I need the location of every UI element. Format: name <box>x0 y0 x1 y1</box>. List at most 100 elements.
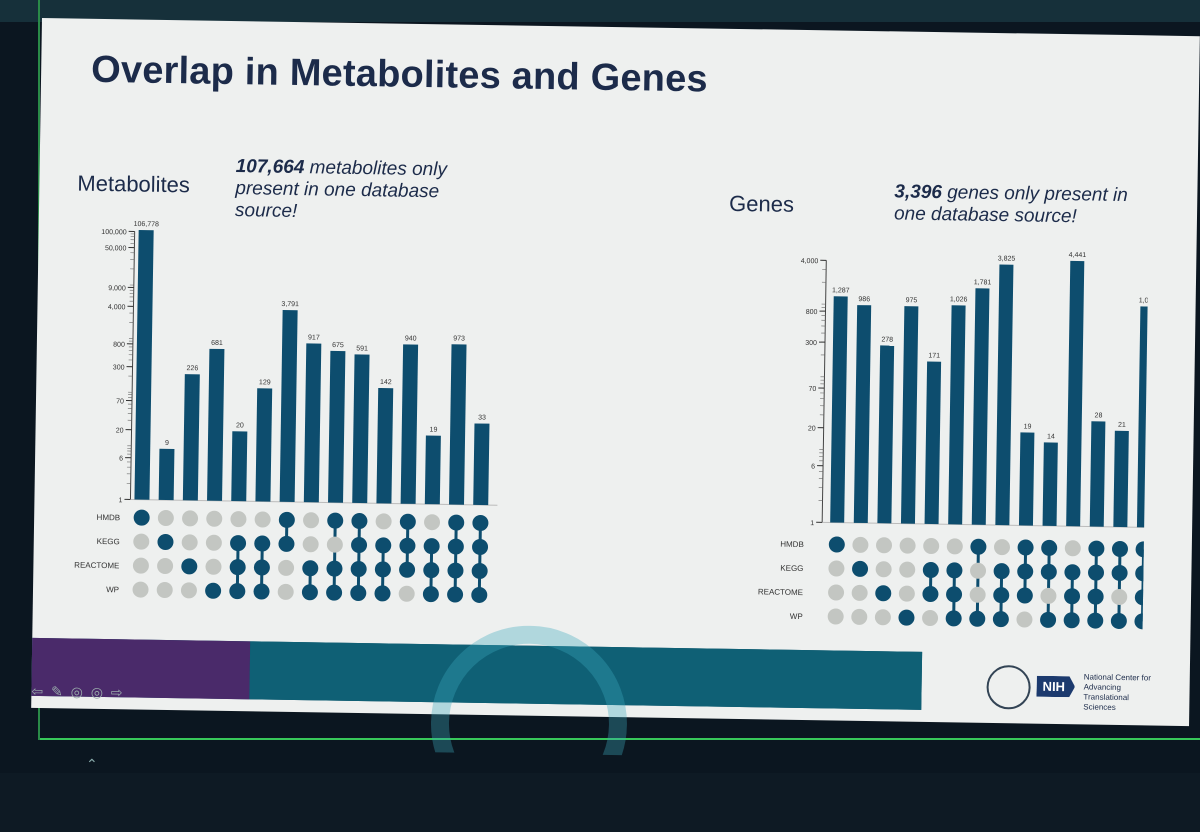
matrix-dot-empty <box>828 584 844 600</box>
matrix-dot-filled <box>946 562 962 578</box>
matrix-dot-empty <box>876 561 892 577</box>
hhs-seal-icon <box>986 665 1031 710</box>
matrix-dot-empty <box>851 609 867 625</box>
matrix-dot-filled <box>875 585 891 601</box>
set-label: WP <box>790 612 803 621</box>
matrix-dot-filled <box>229 583 245 599</box>
matrix-connector <box>1119 549 1120 621</box>
bar-value-label: 1,781 <box>974 279 992 286</box>
matrix-dot-filled <box>1112 541 1128 557</box>
matrix-dot-filled <box>1134 613 1148 629</box>
matrix-dot-filled <box>157 534 173 550</box>
matrix-dot-filled <box>326 561 342 577</box>
matrix-dot-empty <box>852 537 868 553</box>
matrix-dot-filled <box>471 587 487 603</box>
bar-value-label: 129 <box>259 379 271 386</box>
matrix-dot-filled <box>205 583 221 599</box>
matrix-dot-filled <box>922 586 938 602</box>
bar-value-label: 3,791 <box>281 301 299 308</box>
y-tick-label: 300 <box>805 340 817 347</box>
bar <box>830 296 848 522</box>
matrix-dot-filled <box>472 563 488 579</box>
matrix-dot-filled <box>1088 564 1104 580</box>
matrix-dot-empty <box>899 562 915 578</box>
matrix-connector <box>455 523 456 595</box>
bar <box>425 436 441 505</box>
bar <box>877 345 894 523</box>
matrix-dot-filled <box>400 514 416 530</box>
matrix-dot-empty <box>133 533 149 549</box>
matrix-dot-filled <box>374 585 390 601</box>
bar-value-label: 19 <box>430 427 438 434</box>
matrix-connector <box>1048 548 1049 620</box>
matrix-dot-empty <box>947 538 963 554</box>
set-label: HMDB <box>97 513 121 522</box>
matrix-dot-filled <box>1017 539 1033 555</box>
bar-value-label: 917 <box>308 334 320 341</box>
y-tick-label: 800 <box>113 342 125 349</box>
matrix-dot-filled <box>254 559 270 575</box>
matrix-dot-empty <box>1111 589 1127 605</box>
matrix-dot-empty <box>899 538 915 554</box>
bar-value-label: 973 <box>453 335 465 342</box>
y-tick-label: 70 <box>808 386 816 393</box>
matrix-dot-filled <box>326 585 342 601</box>
y-axis-line <box>822 260 826 522</box>
bar-value-label: 278 <box>881 336 893 343</box>
bar <box>1066 261 1084 526</box>
matrix-dot-filled <box>423 562 439 578</box>
matrix-dot-filled <box>134 510 150 526</box>
matrix-dot-empty <box>182 534 198 550</box>
matrix-connector <box>334 521 335 593</box>
y-tick-label: 800 <box>806 309 818 316</box>
bar-value-label: 675 <box>332 342 344 349</box>
matrix-dot-empty <box>206 535 222 551</box>
matrix-dot-empty <box>899 586 915 602</box>
bar-value-label: 226 <box>187 365 199 372</box>
matrix-dot-filled <box>970 539 986 555</box>
matrix-dot-empty <box>1040 588 1056 604</box>
matrix-dot-filled <box>302 560 318 576</box>
y-tick-label: 1 <box>810 520 814 527</box>
footer-arc-decoration <box>429 624 628 823</box>
metabolites-upset-chart: 1620703008004,0009,00050,000100,000106,7… <box>63 198 540 625</box>
matrix-dot-filled <box>1088 541 1104 557</box>
matrix-dot-empty <box>278 584 294 600</box>
matrix-dot-empty <box>852 585 868 601</box>
matrix-dot-filled <box>1064 564 1080 580</box>
matrix-connector <box>977 547 978 619</box>
bar <box>376 388 393 504</box>
matrix-dot-filled <box>181 558 197 574</box>
matrix-dot-empty <box>922 610 938 626</box>
genes-note-count: 3,396 <box>894 181 942 203</box>
matrix-dot-filled <box>350 585 366 601</box>
matrix-dot-filled <box>472 515 488 531</box>
bar-value-label: 28 <box>1095 412 1103 419</box>
bar <box>159 449 175 500</box>
bar-value-label: 21 <box>1118 422 1126 429</box>
bar <box>134 230 153 500</box>
matrix-dot-filled <box>424 538 440 554</box>
metabolites-note-count: 107,664 <box>236 156 305 178</box>
matrix-dot-filled <box>254 535 270 551</box>
bar <box>1043 442 1058 526</box>
matrix-dot-filled <box>1041 540 1057 556</box>
matrix-dot-empty <box>1065 540 1081 556</box>
matrix-dot-empty <box>399 586 415 602</box>
matrix-dot-empty <box>303 512 319 528</box>
bar-value-label: 681 <box>211 340 223 347</box>
matrix-dot-empty <box>828 560 844 576</box>
matrix-dot-filled <box>447 586 463 602</box>
bar <box>255 388 272 501</box>
bar <box>183 374 200 500</box>
slideshow-nav-tools[interactable]: ⇦ ✎ ◎ ◎ ⇨ <box>31 683 124 701</box>
matrix-dot-empty <box>278 560 294 576</box>
y-axis-line <box>130 231 134 499</box>
y-tick-label: 9,000 <box>108 285 126 292</box>
matrix-dot-filled <box>1135 541 1148 557</box>
bar <box>948 305 965 524</box>
y-tick-label: 20 <box>116 427 124 434</box>
bar-value-label: 4,441 <box>1069 252 1087 259</box>
bar-value-label: 975 <box>906 297 918 304</box>
metabolites-heading: Metabolites <box>77 171 190 199</box>
